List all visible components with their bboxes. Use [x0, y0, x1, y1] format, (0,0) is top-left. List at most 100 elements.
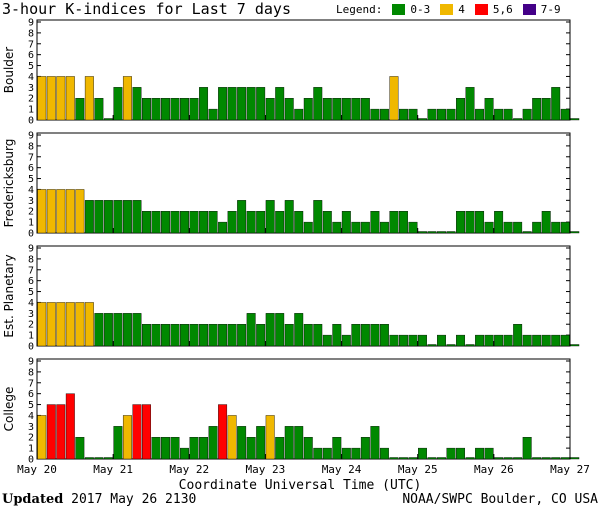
bar-college-4	[75, 437, 85, 460]
bar-boulder-49	[503, 108, 513, 121]
bar-boulder-22	[246, 87, 256, 121]
bar-boulder-30	[322, 98, 332, 121]
bar-college-36	[379, 447, 389, 460]
bar-est-planetary-1	[46, 302, 56, 347]
bar-college-54	[551, 457, 561, 460]
bar-college-2	[56, 404, 66, 460]
bar-college-39	[408, 457, 418, 460]
bar-fredericksburg-25	[275, 211, 285, 234]
bar-boulder-3	[65, 76, 75, 121]
bar-fredericksburg-23	[256, 211, 266, 234]
updated-value: 2017 May 26 2130	[71, 492, 197, 507]
x-tick-label: May 23	[246, 463, 286, 476]
y-tick-label: 3	[28, 422, 34, 433]
bar-boulder-9	[122, 76, 132, 121]
bar-fredericksburg-56	[570, 231, 580, 234]
bar-boulder-38	[398, 108, 408, 121]
y-tick-label: 5	[28, 400, 34, 411]
bar-fredericksburg-34	[360, 221, 370, 234]
panel-frame	[36, 358, 571, 460]
bar-est-planetary-35	[370, 324, 380, 347]
bar-college-47	[484, 447, 494, 460]
bar-boulder-31	[332, 98, 342, 121]
bar-college-32	[341, 447, 351, 460]
y-tick-label: 4	[28, 298, 34, 309]
chart-title: 3-hour K-indices for Last 7 days	[2, 0, 291, 18]
bar-boulder-47	[484, 98, 494, 121]
y-tick-label: 0	[28, 342, 34, 353]
bar-fredericksburg-43	[446, 231, 456, 234]
bar-college-30	[322, 447, 332, 460]
bar-est-planetary-6	[94, 313, 104, 347]
bar-fredericksburg-0	[37, 189, 47, 234]
bar-boulder-6	[94, 98, 104, 121]
bar-college-53	[541, 457, 551, 460]
y-tick-label: 6	[28, 50, 34, 61]
bar-est-planetary-16	[189, 324, 199, 347]
y-tick-label: 8	[28, 28, 34, 39]
bar-est-planetary-0	[37, 302, 47, 347]
bar-college-56	[570, 457, 580, 460]
bar-boulder-25	[275, 87, 285, 121]
bar-fredericksburg-20	[227, 211, 237, 234]
bar-est-planetary-51	[522, 334, 532, 347]
bar-est-planetary-22	[246, 313, 256, 347]
bar-college-13	[161, 437, 170, 460]
bar-fredericksburg-29	[313, 200, 323, 234]
x-axis-title: Coordinate Universal Time (UTC)	[178, 478, 422, 493]
bar-fredericksburg-9	[122, 200, 132, 234]
bar-college-42	[437, 457, 446, 460]
bar-est-planetary-53	[541, 334, 551, 347]
bar-boulder-8	[113, 87, 123, 121]
bar-college-20	[227, 415, 237, 460]
x-tick-label: May 24	[322, 463, 362, 476]
bar-est-planetary-11	[141, 324, 151, 347]
bar-est-planetary-32	[341, 334, 351, 347]
bar-est-planetary-47	[484, 334, 494, 347]
bar-boulder-51	[522, 108, 532, 121]
bar-est-planetary-56	[570, 344, 580, 347]
bar-fredericksburg-45	[465, 211, 475, 234]
bar-boulder-43	[446, 108, 456, 121]
bar-fredericksburg-6	[94, 200, 104, 234]
bar-est-planetary-54	[551, 334, 561, 347]
y-tick-label: 7	[28, 152, 34, 163]
bar-boulder-39	[408, 108, 418, 121]
y-tick-label: 3	[28, 196, 34, 207]
y-tick-label: 0	[28, 116, 34, 127]
bar-boulder-33	[351, 98, 361, 121]
bar-fredericksburg-38	[398, 211, 408, 234]
bar-fredericksburg-35	[370, 211, 380, 234]
y-tick-label: 9	[28, 244, 34, 255]
bar-est-planetary-46	[475, 334, 485, 347]
bar-college-28	[303, 437, 313, 460]
bar-est-planetary-43	[446, 344, 456, 347]
bar-fredericksburg-17	[199, 211, 209, 234]
bar-boulder-27	[294, 108, 304, 121]
x-tick-label: May 25	[398, 463, 438, 476]
y-tick-label: 8	[28, 367, 34, 378]
bar-boulder-46	[475, 108, 485, 121]
bar-est-planetary-39	[408, 334, 418, 347]
bar-college-18	[208, 426, 218, 460]
bar-est-planetary-29	[313, 324, 323, 347]
legend-label-4: 4	[458, 3, 465, 16]
series-label-college: College	[2, 387, 16, 432]
x-tick-label: May 22	[169, 463, 209, 476]
updated-stamp: Updated 2017 May 26 2130	[2, 492, 196, 507]
x-tick-label: May 27	[550, 463, 590, 476]
bar-college-33	[351, 447, 361, 460]
bar-boulder-15	[180, 98, 189, 121]
y-tick-label: 5	[28, 61, 34, 72]
bar-boulder-13	[161, 98, 170, 121]
bar-college-26	[284, 426, 294, 460]
bar-est-planetary-20	[227, 324, 237, 347]
bar-boulder-41	[427, 108, 437, 121]
bar-college-34	[360, 437, 370, 460]
bar-est-planetary-18	[208, 324, 218, 347]
bar-fredericksburg-13	[161, 211, 170, 234]
x-tick-label: May 26	[474, 463, 514, 476]
bar-est-planetary-7	[103, 313, 113, 347]
bar-boulder-14	[170, 98, 180, 121]
bar-boulder-11	[141, 98, 151, 121]
